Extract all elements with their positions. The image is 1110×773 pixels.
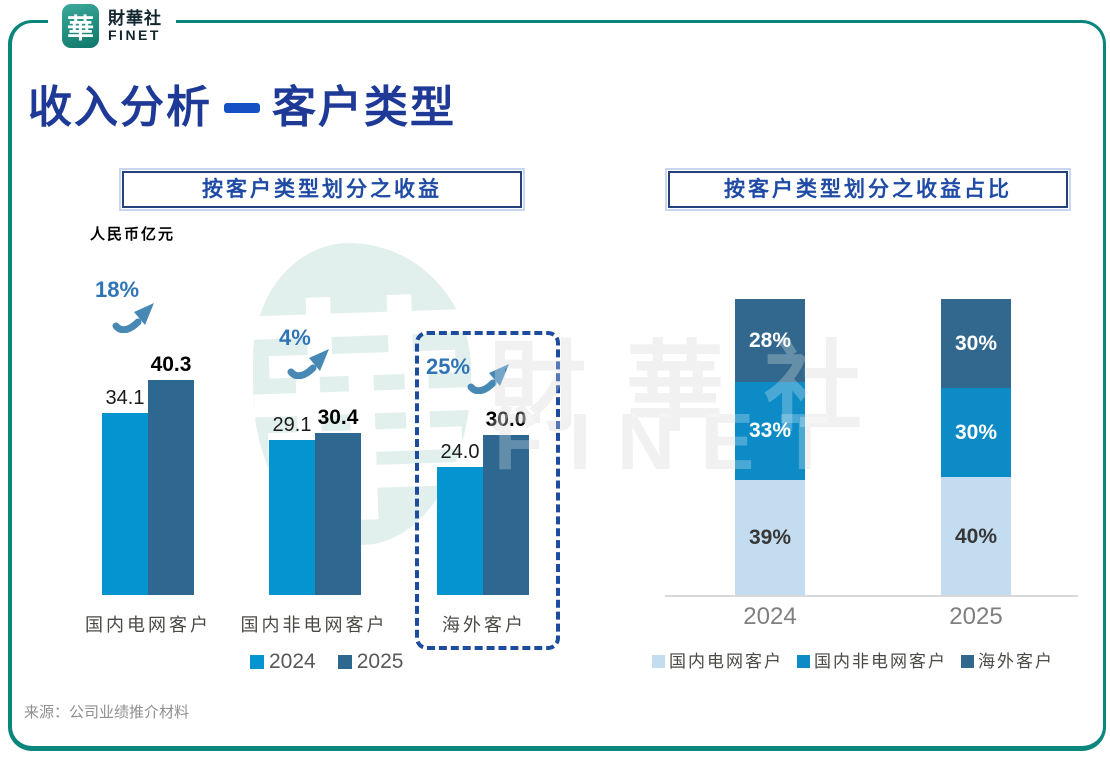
bar-wrap: 34.1	[102, 340, 148, 595]
bar-group: 34.1 40.3	[102, 340, 194, 595]
page-title: 收入分析 客户类型	[28, 71, 456, 135]
growth-label-3: 25%	[426, 354, 471, 379]
bar-group: 29.1 30.4	[269, 340, 361, 595]
bar-wrap: 29.1	[269, 340, 315, 595]
segment-label: 30%	[954, 420, 998, 444]
legend-swatch-2025	[337, 655, 352, 669]
bar-wrap: 30.0	[483, 340, 529, 595]
segment-国内电网客户: 39%	[735, 480, 805, 596]
segment-国内非电网客户: 30%	[941, 388, 1011, 478]
segment-国内电网客户: 40%	[941, 477, 1011, 596]
left-chart-unit-label: 人民币亿元	[90, 227, 176, 243]
legend-item-2024: 2024	[250, 650, 316, 674]
page-title-sub: 客户类型	[272, 83, 456, 133]
legend-swatch-grid	[652, 655, 665, 668]
bar-value-label: 30.4	[317, 406, 359, 429]
legend-item-grid-customers: 国内电网客户	[652, 647, 783, 672]
segment-label: 30%	[954, 331, 998, 355]
page-title-main: 收入分析	[28, 83, 212, 133]
category-label: 国内非电网客户	[240, 615, 388, 635]
bar-value-label: 30.0	[485, 408, 527, 432]
finet-logo-seal-icon: 華	[62, 4, 99, 48]
bar-value-label: 34.1	[105, 387, 145, 410]
right-chart-legend: 国内电网客户 国内非电网客户 海外客户	[652, 647, 1054, 672]
x-axis-line	[665, 595, 1078, 597]
bar-wrap: 30.4	[315, 340, 361, 595]
legend-item-2025: 2025	[337, 650, 403, 674]
stacked-bar: 28% 33% 39%	[735, 299, 805, 596]
right-chart-title: 按客户类型划分之收益占比	[665, 168, 1071, 211]
legend-swatch-2024	[250, 655, 264, 669]
finet-logo-text: 財華社 FINET	[108, 8, 162, 43]
growth-label-1: 18%	[95, 277, 140, 302]
growth-arrow-icon	[112, 303, 154, 333]
left-chart-title: 按客户类型划分之收益	[119, 168, 525, 211]
title-dash	[224, 103, 260, 114]
segment-label: 39%	[748, 526, 792, 550]
bar-2024	[437, 467, 483, 595]
category-label: 海外客户	[442, 615, 526, 635]
bar-2025	[315, 433, 361, 595]
source-note: 来源：公司业绩推介材料	[24, 704, 190, 721]
stacked-bar: 30% 30% 40%	[941, 299, 1011, 596]
legend-item-overseas-customers: 海外客户	[961, 647, 1054, 672]
segment-label: 33%	[748, 419, 792, 443]
bar-value-label: 29.1	[272, 413, 312, 436]
legend-swatch-nongrid	[797, 655, 810, 668]
bar-2024	[269, 439, 315, 595]
x-axis-label: 2024	[743, 603, 797, 630]
bar-2025	[148, 380, 194, 595]
x-axis-label: 2025	[949, 603, 1003, 630]
bar-value-label: 24.0	[440, 441, 480, 464]
logo-brand-en: FINET	[108, 26, 161, 43]
bar-2024	[102, 413, 148, 595]
segment-海外客户: 30%	[941, 299, 1011, 389]
logo-brand-cn: 財華社	[108, 8, 162, 28]
segment-国内非电网客户: 33%	[735, 382, 805, 481]
bar-2025	[483, 435, 529, 595]
segment-label: 28%	[748, 328, 792, 352]
finet-logo: 華 財華社 FINET	[48, 0, 176, 52]
legend-item-nongrid-customers: 国内非电网客户	[797, 647, 947, 672]
left-chart-legend: 2024 2025	[250, 650, 403, 674]
highlight-dashed-box	[415, 331, 560, 650]
bar-wrap: 40.3	[148, 340, 194, 595]
segment-label: 40%	[954, 524, 998, 548]
bar-value-label: 40.3	[150, 353, 192, 377]
growth-arrow-icon	[287, 349, 329, 379]
segment-海外客户: 28%	[735, 299, 805, 383]
category-label: 国内电网客户	[85, 615, 211, 635]
growth-label-2: 4%	[279, 325, 311, 350]
legend-swatch-overseas	[961, 655, 974, 668]
growth-arrow-icon	[467, 364, 509, 394]
bar-wrap: 24.0	[437, 340, 483, 595]
bar-group: 24.0 30.0	[437, 340, 529, 595]
